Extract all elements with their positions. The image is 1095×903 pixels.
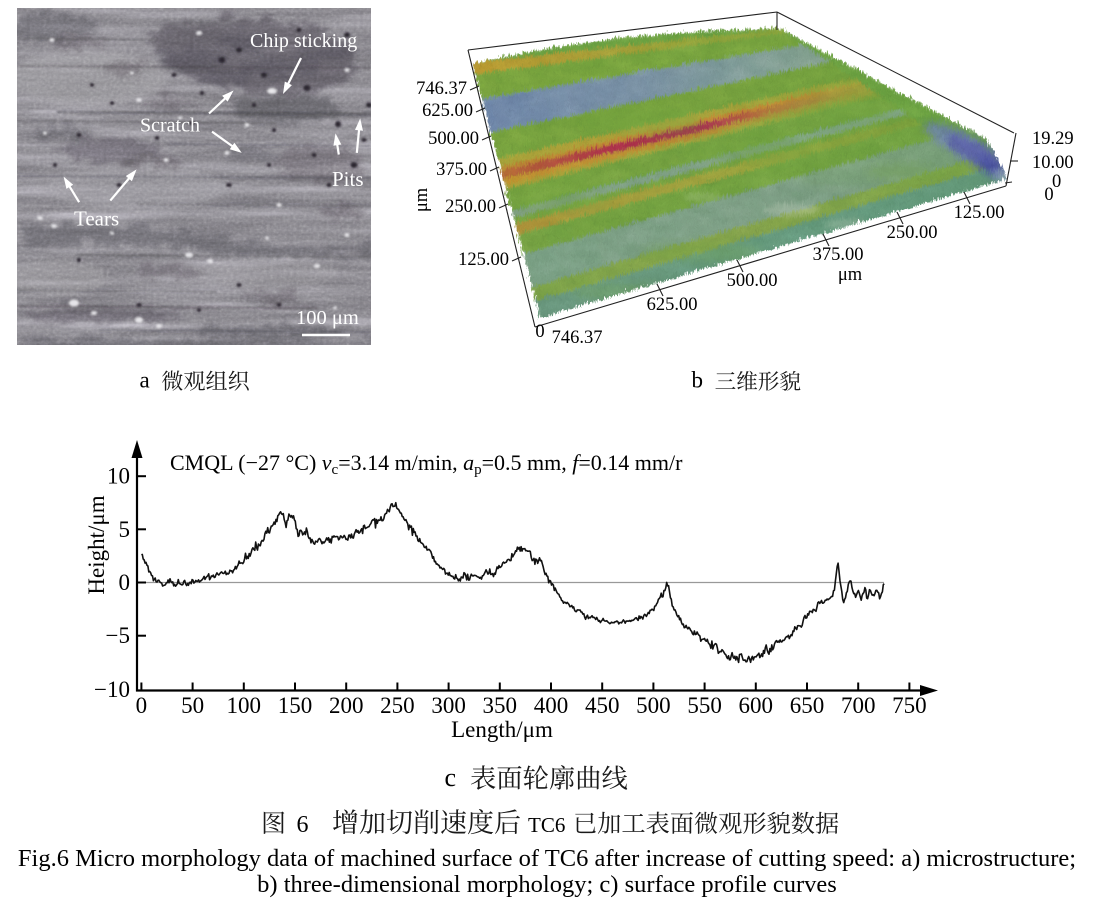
svg-text:250.00: 250.00 [445, 197, 496, 217]
svg-text:μm: μm [838, 265, 863, 285]
svg-text:350: 350 [483, 693, 518, 718]
svg-text:0: 0 [535, 322, 544, 342]
svg-text:CMQL (−27 °C) vc=3.14 m/min, a: CMQL (−27 °C) vc=3.14 m/min, ap=0.5 mm, … [170, 450, 683, 478]
svg-text:400: 400 [534, 693, 569, 718]
svg-text:500.00: 500.00 [727, 271, 778, 291]
svg-text:700: 700 [841, 693, 876, 718]
svg-text:600: 600 [739, 693, 774, 718]
svg-text:μm: μm [412, 187, 432, 212]
svg-text:a: a [140, 368, 150, 393]
svg-text:0: 0 [136, 693, 148, 718]
svg-text:Scratch: Scratch [140, 115, 200, 137]
svg-text:Length/μm: Length/μm [451, 717, 553, 742]
svg-text:50: 50 [181, 693, 204, 718]
svg-text:−10: −10 [94, 677, 130, 702]
svg-text:746.37: 746.37 [552, 328, 603, 348]
svg-text:TC6: TC6 [528, 813, 565, 837]
svg-text:375.00: 375.00 [436, 160, 487, 180]
svg-text:746.37: 746.37 [416, 79, 467, 99]
svg-text:550: 550 [687, 693, 722, 718]
svg-text:c: c [445, 763, 457, 792]
svg-text:Height/μm: Height/μm [84, 495, 109, 594]
svg-text:100: 100 [227, 693, 262, 718]
svg-text:0: 0 [119, 570, 131, 595]
svg-text:250.00: 250.00 [887, 223, 938, 243]
svg-text:500.00: 500.00 [428, 129, 479, 149]
svg-text:500: 500 [636, 693, 671, 718]
svg-text:b: b [692, 368, 704, 393]
svg-text:Fig.6 Micro morphology data of: Fig.6 Micro morphology data of machined … [18, 845, 1076, 872]
svg-text:125.00: 125.00 [954, 203, 1005, 223]
svg-text:100 μm: 100 μm [296, 307, 359, 329]
svg-text:250: 250 [380, 693, 415, 718]
svg-text:750: 750 [892, 693, 927, 718]
svg-text:625.00: 625.00 [422, 101, 473, 121]
svg-text:625.00: 625.00 [647, 295, 698, 315]
svg-text:450: 450 [585, 693, 620, 718]
svg-text:10.00: 10.00 [1032, 153, 1074, 173]
svg-text:200: 200 [329, 693, 364, 718]
svg-text:300: 300 [431, 693, 466, 718]
svg-text:125.00: 125.00 [458, 250, 509, 270]
svg-text:375.00: 375.00 [813, 245, 864, 265]
svg-text:−5: −5 [106, 623, 130, 648]
svg-text:5: 5 [119, 517, 131, 542]
svg-text:150: 150 [278, 693, 313, 718]
svg-text:Tears: Tears [74, 207, 119, 231]
svg-text:0: 0 [1044, 185, 1053, 205]
svg-text:0: 0 [1052, 172, 1061, 192]
svg-text:6: 6 [297, 812, 309, 838]
svg-text:650: 650 [790, 693, 825, 718]
svg-text:Pits: Pits [332, 167, 364, 191]
svg-text:10: 10 [107, 464, 130, 489]
svg-text:b) three-dimensional morpholog: b) three-dimensional morphology; c) surf… [257, 871, 837, 898]
svg-text:19.29: 19.29 [1032, 129, 1074, 149]
svg-text:Chip sticking: Chip sticking [250, 30, 357, 52]
